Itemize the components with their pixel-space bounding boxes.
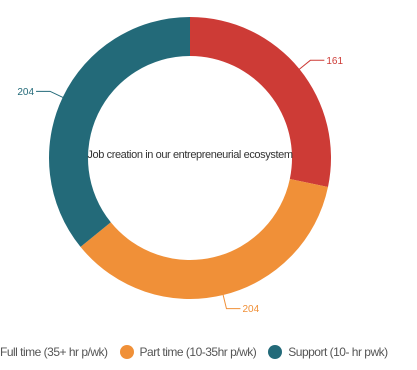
legend-swatch-part-time	[119, 345, 134, 359]
data-label-part-time: 204	[242, 304, 259, 315]
legend-swatch-support	[268, 345, 283, 359]
legend-item-support[interactable]: Support (10- hr pwk)	[268, 345, 399, 359]
donut-slice-full-time[interactable]	[190, 17, 331, 187]
donut-slices	[48, 16, 331, 300]
legend-label-part-time: Part time (10-35hr p/wk)	[139, 345, 257, 359]
legend-label-support: Support (10- hr pwk)	[288, 345, 388, 359]
donut-slice-support[interactable]	[48, 16, 190, 247]
leader-line-full-time	[297, 59, 325, 71]
data-label-support: 204	[17, 87, 34, 98]
leader-line-support	[36, 90, 65, 99]
legend-label-full-time: Full time (35+ hr p/wk)	[0, 345, 108, 359]
legend-item-part-time[interactable]: Part time (10-35hr p/wk)	[119, 345, 269, 359]
data-labels: 161 204 204	[17, 56, 343, 315]
data-label-full-time: 161	[326, 56, 343, 67]
donut-slice-part-time[interactable]	[80, 178, 328, 300]
chart-title: Job creation in our entrepreneurial ecos…	[87, 149, 292, 161]
leader-line-part-time	[222, 292, 241, 310]
legend-item-full-time[interactable]: Full time (35+ hr p/wk)	[0, 345, 120, 359]
legend: Full time (35+ hr p/wk) Part time (10-35…	[0, 345, 400, 359]
